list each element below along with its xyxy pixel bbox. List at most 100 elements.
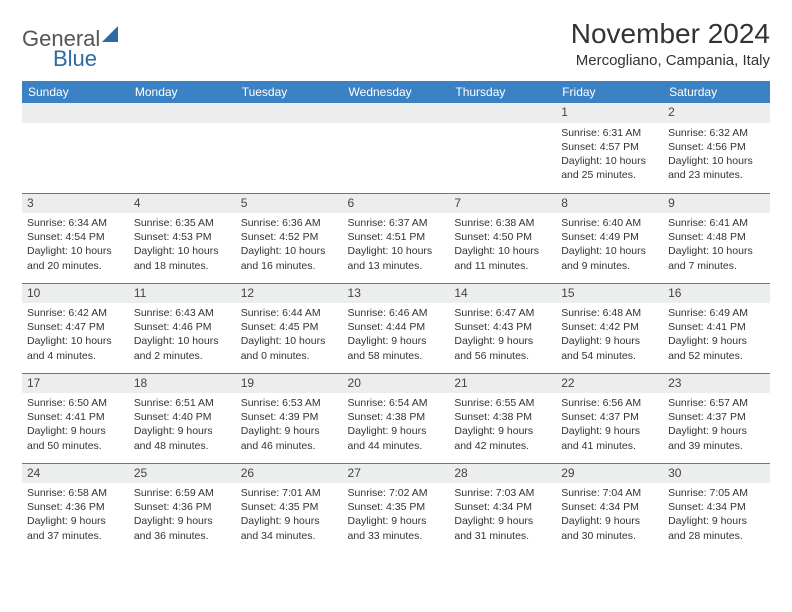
sunset-text: Sunset: 4:34 PM xyxy=(454,500,551,514)
day-number: 19 xyxy=(236,374,343,394)
day-number: 21 xyxy=(449,374,556,394)
day-header: Wednesday xyxy=(343,81,450,103)
day-details: Sunrise: 6:41 AMSunset: 4:48 PMDaylight:… xyxy=(663,213,770,278)
day-details: Sunrise: 6:48 AMSunset: 4:42 PMDaylight:… xyxy=(556,303,663,368)
sunset-text: Sunset: 4:45 PM xyxy=(241,320,338,334)
day-number: 26 xyxy=(236,464,343,484)
day-number xyxy=(343,103,450,123)
day-details: Sunrise: 6:34 AMSunset: 4:54 PMDaylight:… xyxy=(22,213,129,278)
sunrise-text: Sunrise: 6:43 AM xyxy=(134,306,231,320)
calendar-cell: 23Sunrise: 6:57 AMSunset: 4:37 PMDayligh… xyxy=(663,373,770,463)
sunrise-text: Sunrise: 6:32 AM xyxy=(668,126,765,140)
calendar-cell: 9Sunrise: 6:41 AMSunset: 4:48 PMDaylight… xyxy=(663,193,770,283)
day-number: 5 xyxy=(236,194,343,214)
day-number: 22 xyxy=(556,374,663,394)
sunset-text: Sunset: 4:37 PM xyxy=(561,410,658,424)
calendar-cell: 13Sunrise: 6:46 AMSunset: 4:44 PMDayligh… xyxy=(343,283,450,373)
calendar-cell: 19Sunrise: 6:53 AMSunset: 4:39 PMDayligh… xyxy=(236,373,343,463)
brand-sail-icon xyxy=(102,26,122,52)
daylight-text: Daylight: 9 hours and 56 minutes. xyxy=(454,334,551,362)
day-number: 7 xyxy=(449,194,556,214)
calendar-cell: 24Sunrise: 6:58 AMSunset: 4:36 PMDayligh… xyxy=(22,463,129,553)
day-header: Sunday xyxy=(22,81,129,103)
sunset-text: Sunset: 4:46 PM xyxy=(134,320,231,334)
calendar-cell: 21Sunrise: 6:55 AMSunset: 4:38 PMDayligh… xyxy=(449,373,556,463)
sunset-text: Sunset: 4:44 PM xyxy=(348,320,445,334)
calendar-cell xyxy=(22,103,129,193)
sunrise-text: Sunrise: 7:02 AM xyxy=(348,486,445,500)
day-details: Sunrise: 6:54 AMSunset: 4:38 PMDaylight:… xyxy=(343,393,450,458)
calendar-cell: 11 Sunrise: 6:43 AMSunset: 4:46 PMDayligh… xyxy=(129,283,236,373)
month-title: November 2024 xyxy=(571,18,770,50)
sunset-text: Sunset: 4:57 PM xyxy=(561,140,658,154)
day-details: Sunrise: 6:55 AMSunset: 4:38 PMDaylight:… xyxy=(449,393,556,458)
day-number xyxy=(449,103,556,123)
sunrise-text: Sunrise: 6:50 AM xyxy=(27,396,124,410)
sunrise-text: Sunrise: 6:55 AM xyxy=(454,396,551,410)
day-number: 11 xyxy=(129,284,236,304)
daylight-text: Daylight: 10 hours and 2 minutes. xyxy=(134,334,231,362)
sunset-text: Sunset: 4:38 PM xyxy=(454,410,551,424)
calendar-cell: 26Sunrise: 7:01 AMSunset: 4:35 PMDayligh… xyxy=(236,463,343,553)
sunrise-text: Sunrise: 6:38 AM xyxy=(454,216,551,230)
day-details: Sunrise: 7:02 AMSunset: 4:35 PMDaylight:… xyxy=(343,483,450,548)
sunrise-text: Sunrise: 6:41 AM xyxy=(668,216,765,230)
day-number: 3 xyxy=(22,194,129,214)
calendar-cell: 8Sunrise: 6:40 AMSunset: 4:49 PMDaylight… xyxy=(556,193,663,283)
daylight-text: Daylight: 9 hours and 50 minutes. xyxy=(27,424,124,452)
sunset-text: Sunset: 4:40 PM xyxy=(134,410,231,424)
sunset-text: Sunset: 4:34 PM xyxy=(561,500,658,514)
calendar-week-row: 17Sunrise: 6:50 AMSunset: 4:41 PMDayligh… xyxy=(22,373,770,463)
daylight-text: Daylight: 9 hours and 54 minutes. xyxy=(561,334,658,362)
day-number: 25 xyxy=(129,464,236,484)
day-details: Sunrise: 7:01 AMSunset: 4:35 PMDaylight:… xyxy=(236,483,343,548)
calendar-cell: 16 Sunrise: 6:49 AMSunset: 4:41 PMDayligh… xyxy=(663,283,770,373)
day-number: 27 xyxy=(343,464,450,484)
day-details: Sunrise: 6:58 AMSunset: 4:36 PMDaylight:… xyxy=(22,483,129,548)
daylight-text: Daylight: 10 hours and 13 minutes. xyxy=(348,244,445,272)
sunset-text: Sunset: 4:41 PM xyxy=(668,320,765,334)
calendar-cell: 17Sunrise: 6:50 AMSunset: 4:41 PMDayligh… xyxy=(22,373,129,463)
sunrise-text: Sunrise: 6:36 AM xyxy=(241,216,338,230)
calendar-cell: 4Sunrise: 6:35 AMSunset: 4:53 PMDaylight… xyxy=(129,193,236,283)
calendar-cell: 1Sunrise: 6:31 AMSunset: 4:57 PMDaylight… xyxy=(556,103,663,193)
calendar-cell: 20Sunrise: 6:54 AMSunset: 4:38 PMDayligh… xyxy=(343,373,450,463)
calendar-week-row: 3Sunrise: 6:34 AMSunset: 4:54 PMDaylight… xyxy=(22,193,770,283)
calendar-week-row: 1Sunrise: 6:31 AMSunset: 4:57 PMDaylight… xyxy=(22,103,770,193)
calendar-week-row: 10Sunrise: 6:42 AMSunset: 4:47 PMDayligh… xyxy=(22,283,770,373)
calendar-cell: 22Sunrise: 6:56 AMSunset: 4:37 PMDayligh… xyxy=(556,373,663,463)
calendar-week-row: 24Sunrise: 6:58 AMSunset: 4:36 PMDayligh… xyxy=(22,463,770,553)
daylight-text: Daylight: 9 hours and 28 minutes. xyxy=(668,514,765,542)
sunset-text: Sunset: 4:39 PM xyxy=(241,410,338,424)
day-header: Thursday xyxy=(449,81,556,103)
day-details: Sunrise: 6:50 AMSunset: 4:41 PMDaylight:… xyxy=(22,393,129,458)
daylight-text: Daylight: 10 hours and 23 minutes. xyxy=(668,154,765,182)
sunrise-text: Sunrise: 6:49 AM xyxy=(668,306,765,320)
daylight-text: Daylight: 10 hours and 4 minutes. xyxy=(27,334,124,362)
sunset-text: Sunset: 4:34 PM xyxy=(668,500,765,514)
daylight-text: Daylight: 9 hours and 31 minutes. xyxy=(454,514,551,542)
day-details: Sunrise: 7:03 AMSunset: 4:34 PMDaylight:… xyxy=(449,483,556,548)
day-number: 16 xyxy=(663,284,770,304)
day-number: 13 xyxy=(343,284,450,304)
calendar-cell: 15Sunrise: 6:48 AMSunset: 4:42 PMDayligh… xyxy=(556,283,663,373)
daylight-text: Daylight: 9 hours and 39 minutes. xyxy=(668,424,765,452)
sunset-text: Sunset: 4:54 PM xyxy=(27,230,124,244)
day-number: 18 xyxy=(129,374,236,394)
daylight-text: Daylight: 9 hours and 52 minutes. xyxy=(668,334,765,362)
day-details: Sunrise: 6:46 AMSunset: 4:44 PMDaylight:… xyxy=(343,303,450,368)
day-number: 2 xyxy=(663,103,770,123)
day-number: 24 xyxy=(22,464,129,484)
calendar-cell: 12Sunrise: 6:44 AMSunset: 4:45 PMDayligh… xyxy=(236,283,343,373)
day-details: Sunrise: 6:56 AMSunset: 4:37 PMDaylight:… xyxy=(556,393,663,458)
day-details: Sunrise: 6:37 AMSunset: 4:51 PMDaylight:… xyxy=(343,213,450,278)
day-details: Sunrise: 6:32 AMSunset: 4:56 PMDaylight:… xyxy=(663,123,770,188)
sunrise-text: Sunrise: 6:57 AM xyxy=(668,396,765,410)
day-number: 15 xyxy=(556,284,663,304)
page-header: General November 2024 Mercogliano, Campa… xyxy=(22,18,770,69)
sunrise-text: Sunrise: 6:59 AM xyxy=(134,486,231,500)
calendar-cell: 5Sunrise: 6:36 AMSunset: 4:52 PMDaylight… xyxy=(236,193,343,283)
calendar-cell: 14Sunrise: 6:47 AMSunset: 4:43 PMDayligh… xyxy=(449,283,556,373)
sunset-text: Sunset: 4:50 PM xyxy=(454,230,551,244)
day-number: 6 xyxy=(343,194,450,214)
